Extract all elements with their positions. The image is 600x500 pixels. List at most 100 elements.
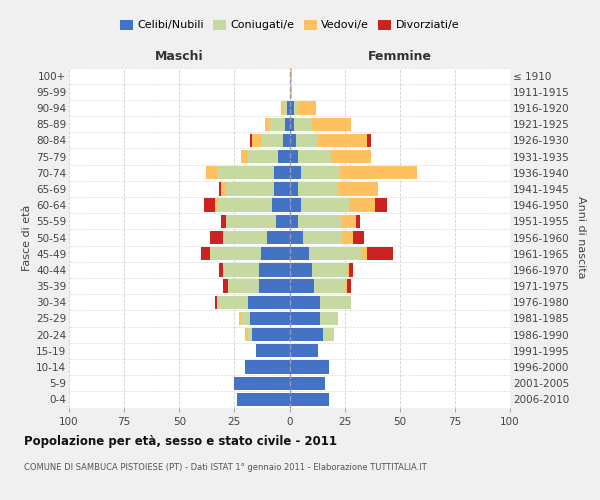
Bar [245, 360, 290, 374]
Bar [340, 166, 418, 179]
Y-axis label: Anni di nascita: Anni di nascita [576, 196, 586, 279]
Bar [203, 198, 215, 212]
Bar [219, 182, 221, 196]
Bar [217, 296, 248, 309]
Bar [269, 118, 285, 131]
Bar [367, 247, 393, 260]
Bar [252, 134, 261, 147]
Bar [290, 85, 292, 98]
Bar [241, 150, 248, 163]
Bar [248, 328, 252, 342]
Bar [343, 214, 356, 228]
Bar [250, 134, 252, 147]
Bar [210, 247, 261, 260]
Bar [290, 182, 298, 196]
Bar [219, 263, 223, 276]
Bar [268, 231, 290, 244]
Bar [276, 214, 290, 228]
Bar [274, 182, 290, 196]
Bar [283, 134, 290, 147]
Bar [290, 102, 294, 114]
Bar [236, 393, 290, 406]
Bar [296, 134, 318, 147]
Bar [349, 198, 376, 212]
Bar [301, 166, 340, 179]
Bar [215, 296, 217, 309]
Bar [290, 247, 310, 260]
Bar [338, 182, 378, 196]
Bar [344, 280, 347, 292]
Bar [290, 376, 325, 390]
Bar [298, 214, 343, 228]
Bar [226, 214, 276, 228]
Bar [314, 280, 344, 292]
Bar [217, 198, 272, 212]
Bar [202, 247, 210, 260]
Y-axis label: Fasce di età: Fasce di età [22, 204, 32, 270]
Bar [301, 198, 349, 212]
Bar [206, 166, 217, 179]
Bar [331, 150, 371, 163]
Bar [250, 312, 290, 325]
Bar [290, 198, 301, 212]
Bar [223, 280, 228, 292]
Bar [290, 69, 292, 82]
Bar [290, 231, 303, 244]
Bar [298, 182, 338, 196]
Bar [311, 118, 351, 131]
Bar [272, 198, 290, 212]
Bar [356, 214, 360, 228]
Bar [217, 166, 274, 179]
Text: COMUNE DI SAMBUCA PISTOIESE (PT) - Dati ISTAT 1° gennaio 2011 - Elaborazione TUT: COMUNE DI SAMBUCA PISTOIESE (PT) - Dati … [24, 462, 427, 471]
Bar [252, 328, 290, 342]
Bar [310, 247, 362, 260]
Bar [245, 328, 248, 342]
Bar [221, 182, 226, 196]
Bar [318, 134, 367, 147]
Bar [343, 231, 353, 244]
Bar [323, 328, 334, 342]
Bar [294, 118, 311, 131]
Bar [298, 150, 331, 163]
Bar [311, 263, 347, 276]
Bar [290, 166, 301, 179]
Bar [210, 231, 223, 244]
Bar [290, 393, 329, 406]
Legend: Celibi/Nubili, Coniugati/e, Vedovi/e, Divorziati/e: Celibi/Nubili, Coniugati/e, Vedovi/e, Di… [115, 16, 464, 35]
Bar [261, 134, 283, 147]
Bar [290, 214, 298, 228]
Bar [241, 312, 250, 325]
Bar [223, 263, 259, 276]
Text: Popolazione per età, sesso e stato civile - 2011: Popolazione per età, sesso e stato civil… [24, 435, 337, 448]
Bar [274, 166, 290, 179]
Bar [303, 231, 343, 244]
Bar [353, 231, 364, 244]
Bar [362, 247, 367, 260]
Bar [215, 198, 217, 212]
Bar [261, 247, 290, 260]
Text: Femmine: Femmine [368, 50, 432, 62]
Bar [320, 296, 351, 309]
Bar [290, 280, 314, 292]
Bar [347, 280, 351, 292]
Bar [290, 328, 323, 342]
Bar [248, 150, 278, 163]
Bar [298, 102, 316, 114]
Bar [235, 376, 290, 390]
Bar [239, 312, 241, 325]
Bar [349, 263, 353, 276]
Bar [294, 102, 298, 114]
Bar [290, 296, 320, 309]
Text: Maschi: Maschi [155, 50, 203, 62]
Bar [290, 263, 311, 276]
Bar [287, 102, 290, 114]
Bar [228, 280, 259, 292]
Bar [290, 360, 329, 374]
Bar [376, 198, 386, 212]
Bar [221, 214, 226, 228]
Bar [290, 150, 298, 163]
Bar [265, 118, 269, 131]
Bar [259, 263, 290, 276]
Bar [290, 344, 318, 358]
Bar [256, 344, 290, 358]
